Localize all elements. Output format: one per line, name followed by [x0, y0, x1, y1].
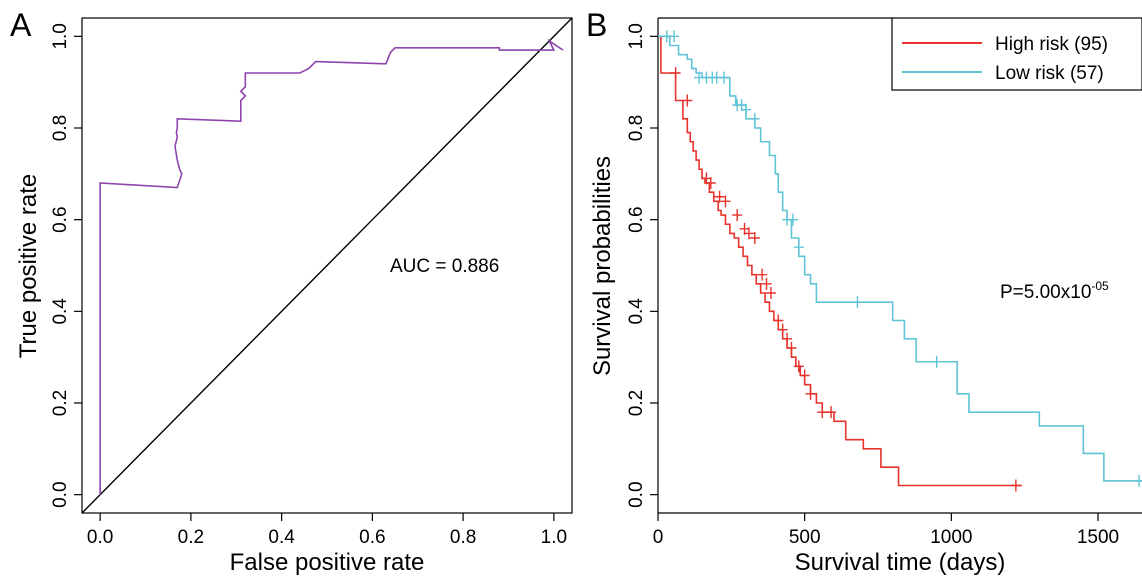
legend-label-high-risk: High risk (95)	[995, 34, 1108, 55]
censor-mark-low-risk	[669, 30, 680, 43]
panel-a-auc-annotation: AUC = 0.886	[390, 256, 499, 277]
censor-mark-high-risk	[732, 209, 743, 222]
censor-mark-low-risk	[749, 112, 760, 125]
censor-mark-high-risk	[749, 232, 760, 244]
panel-b-x-tick-label: 500	[789, 527, 821, 548]
survival-curve-high-risk	[658, 35, 1022, 487]
survival-curve-low-risk	[658, 35, 1142, 482]
panel-a-x-axis-label: False positive rate	[230, 549, 425, 576]
censor-mark-high-risk	[805, 387, 816, 400]
panel-a-y-tick-label: 0.4	[50, 298, 71, 325]
censor-mark-high-risk	[782, 332, 793, 345]
censor-mark-low-risk	[719, 71, 729, 84]
censor-mark-high-risk	[714, 190, 725, 203]
panel-b-y-axis: 0.0 0.2 0.4 0.6 0.8 1.0	[626, 23, 658, 508]
panel-b-legend: High risk (95) Low risk (57)	[891, 17, 1142, 91]
censor-mark-high-risk	[682, 94, 693, 107]
panel-a-diagonal-reference-line	[81, 17, 573, 514]
censor-mark-high-risk	[826, 406, 837, 419]
panel-a-roc-chart: A 0.0 0.2 0.4 0.6 0.8 1.0 0.00.20.40.60.81.0 …	[10, 7, 573, 576]
panel-a-label: A	[10, 7, 32, 43]
censor-mark-high-risk	[793, 360, 804, 373]
panel-a-plot-frame	[81, 17, 573, 514]
p-value-exponent: -05	[1091, 279, 1109, 293]
panel-b-y-axis-label: Survival probabilities	[589, 156, 616, 376]
censor-mark-high-risk	[817, 406, 828, 419]
panel-a-y-tick-label: 0.6	[50, 206, 71, 232]
censor-mark-high-risk	[777, 323, 788, 336]
panel-b-survival-chart: B 0 500 1000 1500 0.0 0.2 0.4 0.6 0.8 1.0 P=5.00…	[586, 7, 1142, 576]
censor-mark-low-risk	[793, 241, 804, 254]
panel-a-y-axis: 0.0 0.2 0.4 0.6 0.8 1.0	[50, 23, 82, 508]
censor-mark-low-risk	[741, 103, 751, 116]
panel-b-y-tick-label: 0.0	[626, 481, 647, 507]
censor-mark-high-risk	[743, 227, 754, 240]
panel-b-x-axis: 0 500 1000 1500	[653, 513, 1119, 548]
legend-label-low-risk: Low risk (57)	[995, 63, 1104, 84]
censor-mark-high-risk	[761, 277, 772, 290]
censor-mark-low-risk	[1134, 474, 1142, 487]
panel-b-x-tick-label: 1500	[1077, 527, 1119, 548]
panel-a-x-tick-label: 0.4	[268, 527, 295, 548]
censor-mark-low-risk	[931, 355, 942, 368]
panel-b-y-tick-label: 0.8	[626, 115, 647, 141]
panel-a-y-tick-label: 1.0	[50, 23, 71, 49]
panel-a-y-tick-label: 0.8	[50, 115, 71, 141]
censor-mark-high-risk	[670, 67, 681, 79]
panel-a-x-tick-label: 0.0	[87, 527, 113, 548]
censor-mark-low-risk	[787, 213, 798, 226]
legend-box	[891, 17, 1142, 91]
censor-mark-high-risk	[765, 287, 776, 299]
panel-a-x-tick-label: 1.0	[541, 527, 567, 548]
censor-mark-high-risk	[786, 342, 797, 354]
panel-b-x-tick-label: 0	[653, 527, 664, 548]
censor-mark-high-risk	[773, 314, 784, 327]
panel-a-x-tick-label: 0.8	[450, 527, 476, 548]
panel-b-y-tick-label: 0.6	[626, 206, 647, 232]
censor-mark-high-risk	[757, 268, 768, 281]
panel-a-x-tick-label: 0.2	[178, 527, 204, 548]
panel-a-x-tick-label: 0.6	[359, 527, 385, 548]
panel-b-x-tick-label: 1000	[930, 527, 972, 548]
panel-a-y-tick-label: 0.2	[50, 390, 71, 416]
panel-b-y-tick-label: 1.0	[626, 23, 647, 49]
panel-b-y-tick-label: 0.4	[626, 298, 647, 325]
panel-b-p-value-annotation: P=5.00x10-05	[1000, 279, 1109, 303]
panel-b-series-group	[658, 30, 1142, 492]
panel-b-x-axis-label: Survival time (days)	[795, 549, 1006, 576]
censor-mark-high-risk	[720, 195, 731, 208]
panel-b-y-tick-label: 0.2	[626, 390, 647, 416]
censor-mark-low-risk	[852, 296, 863, 309]
panel-b-label: B	[586, 7, 607, 43]
panel-a-y-axis-label: True positive rate	[15, 174, 42, 359]
panel-a-y-tick-label: 0.0	[50, 481, 71, 507]
censor-mark-high-risk	[1010, 479, 1021, 492]
p-value-main: P=5.00x10	[1000, 282, 1091, 303]
censor-mark-high-risk	[799, 369, 810, 382]
censor-mark-high-risk	[705, 177, 716, 189]
panel-a-roc-curve	[99, 38, 564, 495]
panel-a-x-axis: 0.0 0.2 0.4 0.6 0.8 1.0	[87, 513, 567, 548]
